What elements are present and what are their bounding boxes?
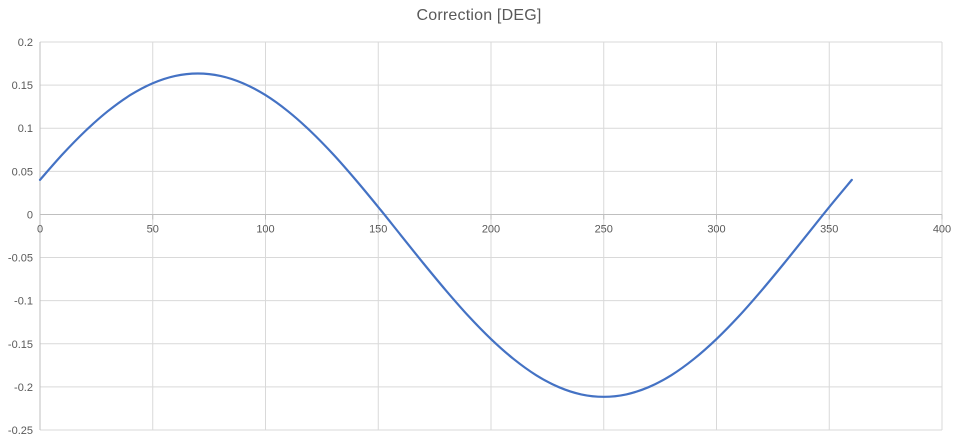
y-tick-label: 0.1 [18,123,33,135]
x-tick-label: 150 [369,223,387,235]
y-tick-label: 0.15 [12,80,33,92]
y-tick-label: -0.25 [8,425,33,437]
y-tick-label: 0 [27,209,33,221]
x-tick-label: 50 [147,223,159,235]
x-tick-label: 250 [595,223,613,235]
series-line-correction [38,72,853,398]
x-tick-label: 200 [482,223,500,235]
x-tick-label: 400 [933,223,951,235]
y-tick-label: -0.1 [14,296,33,308]
y-tick-label: 0.05 [12,166,33,178]
x-tick-label: 0 [37,223,43,235]
x-tick-label: 300 [707,223,725,235]
x-tick-label: 100 [256,223,274,235]
y-tick-label: 0.2 [18,37,33,49]
y-tick-label: -0.2 [14,382,33,394]
chart-title: Correction [DEG] [416,7,542,24]
y-tick-label: -0.15 [8,339,33,351]
x-tick-label: 350 [820,223,838,235]
y-tick-label: -0.05 [8,253,33,265]
